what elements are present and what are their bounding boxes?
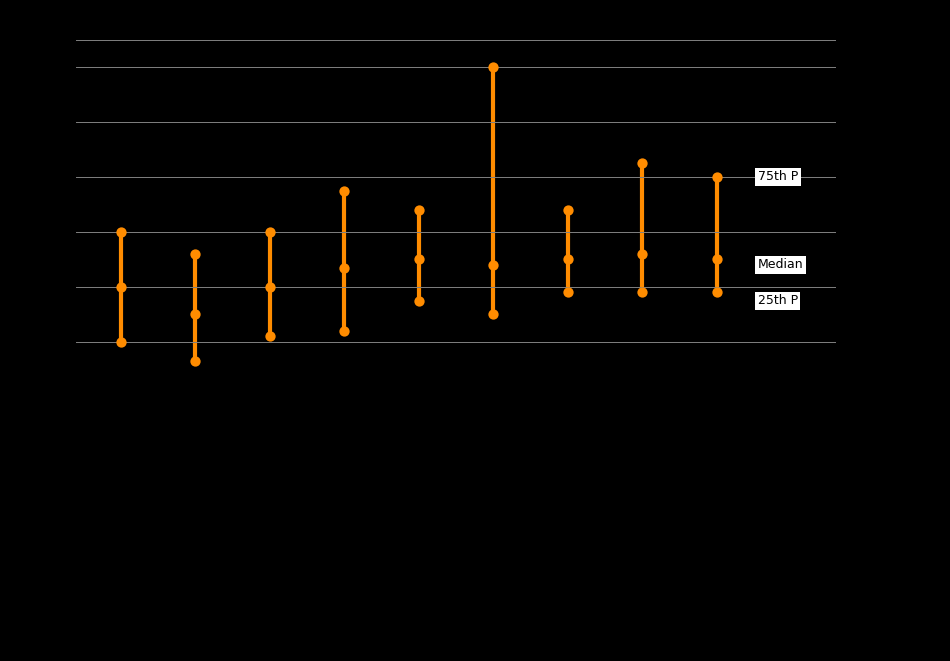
Point — [635, 287, 650, 297]
Point — [113, 227, 128, 237]
Point — [262, 227, 277, 237]
Point — [187, 249, 202, 259]
Point — [710, 287, 725, 297]
Point — [635, 249, 650, 259]
Point — [635, 158, 650, 169]
Point — [411, 205, 427, 215]
Text: Median: Median — [758, 258, 804, 271]
Point — [113, 336, 128, 347]
Point — [336, 185, 351, 196]
Point — [187, 309, 202, 319]
Point — [710, 254, 725, 264]
Point — [411, 254, 427, 264]
Point — [485, 260, 501, 270]
Point — [560, 205, 576, 215]
Point — [560, 287, 576, 297]
Point — [560, 254, 576, 264]
Point — [485, 309, 501, 319]
Point — [187, 356, 202, 366]
Point — [485, 62, 501, 73]
Text: 75th P: 75th P — [758, 171, 798, 184]
Point — [710, 172, 725, 182]
Text: 25th P: 25th P — [758, 294, 798, 307]
Point — [411, 295, 427, 306]
Point — [262, 331, 277, 342]
Point — [262, 282, 277, 292]
Point — [336, 262, 351, 273]
Point — [113, 282, 128, 292]
Point — [336, 325, 351, 336]
